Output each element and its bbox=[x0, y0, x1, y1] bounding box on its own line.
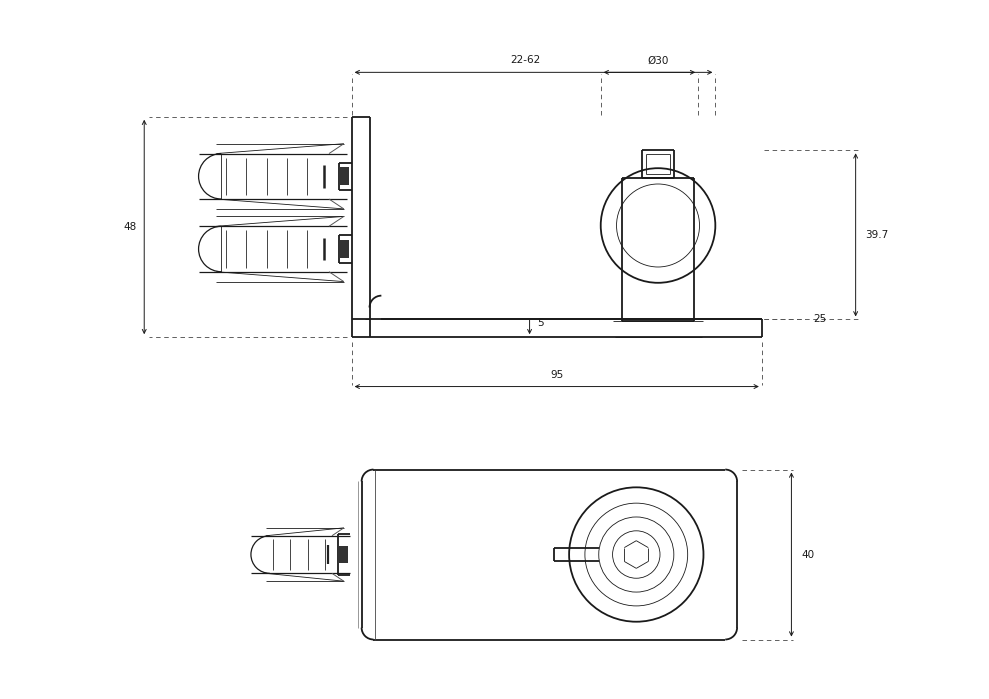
Text: Ø30: Ø30 bbox=[648, 55, 669, 66]
Text: 39.7: 39.7 bbox=[865, 230, 889, 240]
Text: 40: 40 bbox=[801, 549, 814, 559]
Bar bbox=[339, 167, 349, 185]
Bar bbox=[339, 240, 349, 258]
Text: 5: 5 bbox=[537, 318, 544, 329]
Text: 48: 48 bbox=[123, 222, 136, 232]
Text: 22-62: 22-62 bbox=[509, 55, 540, 66]
Text: 25: 25 bbox=[813, 315, 827, 324]
Bar bbox=[338, 546, 348, 563]
Text: 95: 95 bbox=[550, 370, 564, 380]
